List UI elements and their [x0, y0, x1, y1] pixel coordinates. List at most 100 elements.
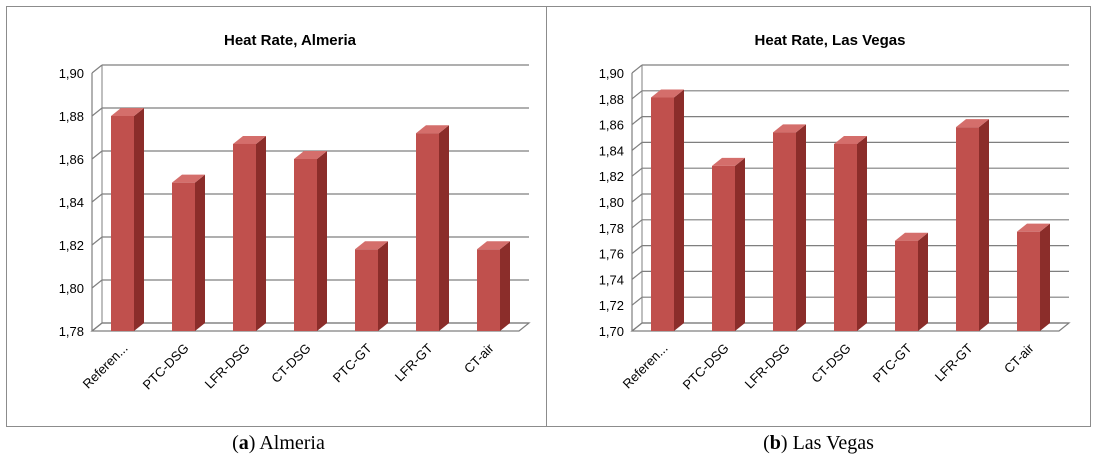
- gridline-depth: [631, 270, 643, 280]
- y-tick-label: 1,82: [599, 169, 624, 184]
- bar: [712, 157, 745, 331]
- bar-front: [895, 240, 918, 331]
- gridline-depth: [631, 245, 643, 255]
- bar-side: [674, 89, 684, 331]
- gridline-depth: [91, 64, 103, 74]
- chart-panel-las-vegas: Heat Rate, Las Vegas 1,70 1,72 1,74 1,76 1,78…: [546, 6, 1091, 427]
- x-tick-label: LFR-DSG: [202, 341, 253, 392]
- caption-letter-b: b: [769, 432, 781, 454]
- bar-side: [134, 108, 144, 331]
- bar-side: [256, 135, 266, 331]
- bar-front: [956, 127, 979, 332]
- y-tick-label: 1,84: [599, 143, 624, 158]
- gridline-depth: [91, 107, 103, 117]
- y-tick-label: 1,80: [59, 281, 84, 296]
- bar: [834, 135, 867, 331]
- y-tick-label: 1,72: [599, 298, 624, 313]
- bar-top: [477, 241, 510, 250]
- x-tick-label: CT-air: [1001, 340, 1037, 376]
- bar-top: [712, 157, 745, 166]
- bar-top: [172, 174, 205, 183]
- y-tick-label: 1,76: [599, 247, 624, 262]
- y-tick-label: 1,90: [599, 66, 624, 81]
- bar-front: [477, 249, 500, 331]
- y-tick-label: 1,80: [599, 195, 624, 210]
- gridline-depth: [631, 90, 643, 100]
- bar-front: [294, 159, 317, 331]
- x-tick-label: PTC-DSG: [680, 341, 732, 393]
- x-tick-label: PTC-GT: [870, 340, 915, 385]
- bar-front: [355, 249, 378, 331]
- bar-side: [796, 124, 806, 331]
- bar: [172, 174, 205, 331]
- x-tick-label: LFR-GT: [932, 340, 976, 384]
- bar-side: [378, 241, 388, 331]
- bar: [651, 89, 684, 331]
- bar-front: [834, 143, 857, 331]
- gridline-depth: [91, 150, 103, 160]
- bar-top: [294, 151, 327, 159]
- bar: [477, 241, 510, 331]
- gridline-depth: [631, 64, 643, 74]
- bar-top: [355, 241, 388, 250]
- chart-title: Heat Rate, Las Vegas: [755, 32, 906, 49]
- bar-side: [918, 232, 928, 331]
- chart-title: Heat Rate, Almeria: [224, 32, 357, 49]
- bar-front: [172, 182, 195, 331]
- y-tick-label: 1,86: [59, 152, 84, 167]
- bar: [294, 151, 327, 331]
- y-tick-label: 1,88: [59, 109, 84, 124]
- bar-top: [956, 119, 989, 128]
- bar-top: [651, 89, 684, 98]
- y-tick-label: 1,74: [599, 272, 624, 287]
- bar-top: [233, 135, 266, 144]
- bar: [956, 119, 989, 332]
- x-tick-label: LFR-GT: [392, 340, 436, 384]
- bar-front: [1017, 231, 1040, 331]
- gridline-depth: [91, 279, 103, 289]
- bar-top: [416, 125, 449, 134]
- bar: [1017, 223, 1050, 331]
- gridline-depth: [91, 193, 103, 203]
- gridline-depth: [91, 236, 103, 246]
- x-tick-label: PTC-DSG: [140, 341, 192, 393]
- bar: [355, 241, 388, 331]
- bar-side: [735, 157, 745, 331]
- gridline-depth: [631, 193, 643, 203]
- x-tick-label: LFR-DSG: [742, 341, 793, 392]
- bar-front: [773, 132, 796, 331]
- y-tick-label: 1,78: [59, 324, 84, 339]
- bar-top: [111, 108, 144, 116]
- bar-top: [895, 232, 928, 241]
- caption-las-vegas: (b) Las Vegas: [763, 432, 874, 454]
- y-tick-label: 1,88: [599, 92, 624, 107]
- bar-side: [1040, 223, 1050, 331]
- y-tick-label: 1,90: [59, 66, 84, 81]
- bar: [773, 124, 806, 331]
- y-tick-label: 1,70: [599, 324, 624, 339]
- chart-las-vegas: Heat Rate, Las Vegas 1,70 1,72 1,74 1,76 1,78…: [599, 32, 1071, 393]
- x-tick-label: CT-air: [461, 340, 497, 376]
- gridline-depth: [631, 116, 643, 126]
- bar-side: [979, 119, 989, 332]
- chart-panel-almeria: Heat Rate, Almeria 1,78 1,80 1,82 1,84 1,86 1,…: [6, 6, 551, 427]
- bar: [111, 108, 144, 331]
- bar-front: [416, 133, 439, 331]
- bar-top: [834, 135, 867, 144]
- y-tick-label: 1,86: [599, 118, 624, 133]
- bar-side: [317, 151, 327, 331]
- chart-almeria: Heat Rate, Almeria 1,78 1,80 1,82 1,84 1,86 1,…: [59, 32, 531, 393]
- caption-letter-a: a: [238, 432, 249, 454]
- x-tick-label: Referen...: [620, 341, 671, 392]
- x-tick-label: CT-DSG: [808, 341, 853, 386]
- bar: [895, 232, 928, 331]
- bar-front: [712, 165, 735, 331]
- bar-front: [111, 116, 134, 331]
- gridline-depth: [631, 167, 643, 177]
- bar: [416, 125, 449, 331]
- y-tick-label: 1,84: [59, 195, 84, 210]
- bar-side: [195, 174, 205, 331]
- y-tick-label: 1,82: [59, 238, 84, 253]
- gridline-depth: [631, 296, 643, 306]
- bar-side: [500, 241, 510, 331]
